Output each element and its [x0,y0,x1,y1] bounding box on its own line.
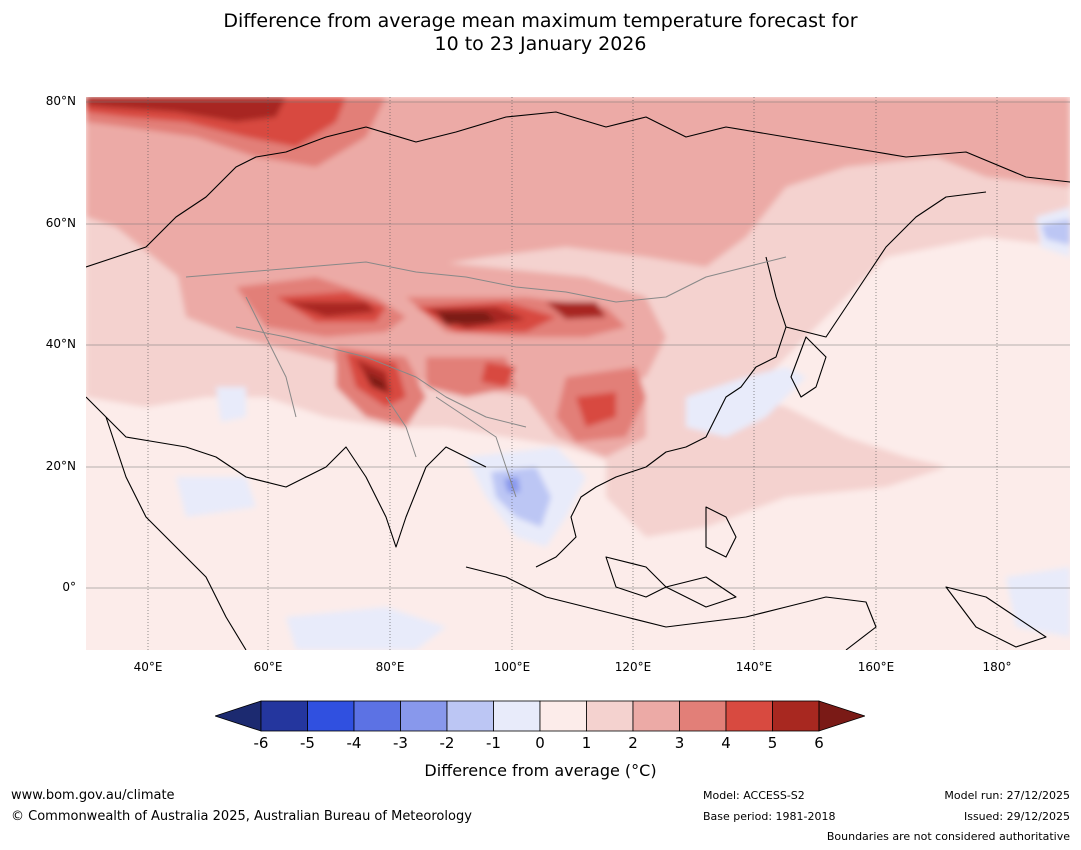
colorbar-bin [772,700,820,732]
lon-label-100e: 100°E [493,660,531,674]
map-title: Difference from average mean maximum tem… [0,10,1081,56]
forecast-map [86,97,1070,650]
colorbar-tick-label: -3 [393,734,408,752]
colorbar [215,700,865,732]
colorbar-tick-label: -1 [486,734,501,752]
graticule [86,101,1070,589]
lat-label-80n: 80°N [45,94,76,108]
footer-model-run: Model run: 27/12/2025 [944,789,1070,802]
lon-label-160e: 160°E [857,660,895,674]
lat-label-60n: 60°N [45,216,76,230]
colorbar-over-extension [818,700,865,732]
colorbar-tick-label: 1 [581,734,592,752]
footer-model: Model: ACCESS-S2 [703,789,805,802]
colorbar-tick-label: -6 [253,734,269,752]
colorbar-tick-label: -2 [439,734,455,752]
colorbar-bin [539,700,587,732]
coastlines [86,111,1070,650]
colorbar-bin [260,700,308,732]
colorbar-under-extension [215,700,262,732]
footer-disclaimer: Boundaries are not considered authoritat… [826,830,1070,843]
colorbar-bin [353,700,401,732]
colorbar-label: Difference from average (°C) [424,761,657,780]
colorbar-tick-label: 5 [767,734,778,752]
lon-label-140e: 140°E [735,660,773,674]
footer-website: www.bom.gov.au/climate [11,788,175,803]
colorbar-bin [679,700,727,732]
colorbar-tick-label: 2 [628,734,638,752]
colorbar-tick-label: 0 [535,734,545,752]
colorbar-bin [446,700,494,732]
colorbar-tick-label: 3 [674,734,685,752]
footer-issued: Issued: 29/12/2025 [963,810,1070,823]
lat-label-40n: 40°N [45,337,76,351]
colorbar-tick-label: 4 [721,734,731,752]
lon-label-120e: 120°E [614,660,652,674]
colorbar-bin [307,700,355,732]
colorbar-bin [632,700,680,732]
colorbar-bin [400,700,448,732]
lat-label-20n: 20°N [45,459,76,473]
colorbar-tick-label: -5 [300,734,315,752]
colorbar-tick-label: -4 [346,734,362,752]
title-line-1: Difference from average mean maximum tem… [223,10,858,32]
lat-label-0: 0° [62,580,76,594]
footer-copyright: © Commonwealth of Australia 2025, Austra… [11,809,472,824]
title-line-2: 10 to 23 January 2026 [434,33,647,55]
country-borders [185,256,787,498]
colorbar-bin [493,700,541,732]
colorbar-bin [725,700,773,732]
lon-label-40e: 40°E [133,660,163,674]
colorbar-bin [586,700,634,732]
lon-label-60e: 60°E [253,660,283,674]
footer-base-period: Base period: 1981-2018 [703,810,836,823]
colorbar-tick-label: 6 [814,734,824,752]
lon-label-180: 180° [982,660,1012,674]
anomaly-regions [86,97,1070,650]
lon-label-80e: 80°E [375,660,405,674]
meridians [147,97,998,650]
